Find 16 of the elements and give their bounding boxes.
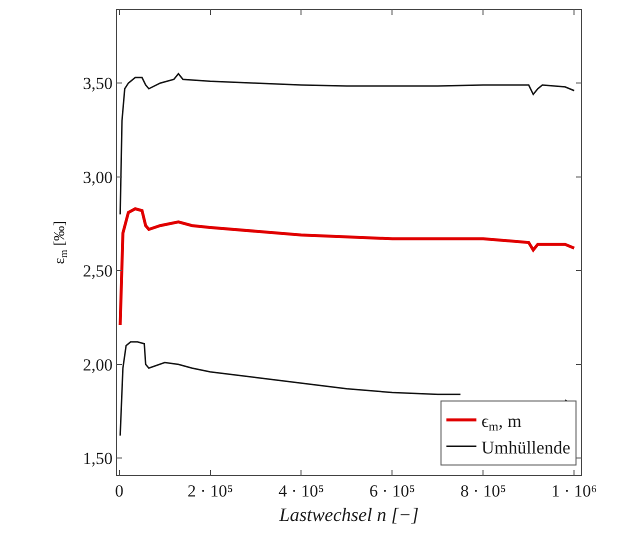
x-tick-label: 0 — [115, 481, 124, 500]
x-tick-label: 2 · 10⁵ — [187, 481, 234, 500]
legend-label: Umhüllende — [481, 437, 570, 458]
legend-label: ϵ$_{m}$, m — [481, 410, 522, 434]
x-tick-label: 6 · 10⁵ — [369, 481, 416, 500]
y-tick-label: 2,50 — [82, 262, 113, 281]
y-tick-label: 2,00 — [82, 355, 113, 374]
y-tick-label: 3,50 — [82, 74, 113, 94]
y-tick-label: 3,00 — [82, 168, 113, 187]
line-series — [118, 207, 576, 326]
x-tick-label: 8 · 10⁵ — [460, 481, 506, 500]
x-axis-title: Lastwechsel n [−] — [278, 505, 419, 526]
x-tick-label: 1 · 10⁶ — [551, 481, 598, 500]
line-series — [119, 73, 575, 216]
y-tick-label: 1,50 — [82, 449, 113, 468]
x-tick-label: 4 · 10⁵ — [278, 481, 324, 500]
